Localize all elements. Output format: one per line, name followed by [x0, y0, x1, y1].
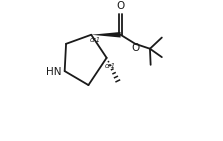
Text: or1: or1: [104, 63, 115, 69]
Text: or1: or1: [90, 37, 101, 43]
Text: O: O: [116, 1, 125, 11]
Polygon shape: [91, 32, 121, 38]
Text: O: O: [132, 43, 140, 53]
Text: HN: HN: [46, 67, 61, 77]
